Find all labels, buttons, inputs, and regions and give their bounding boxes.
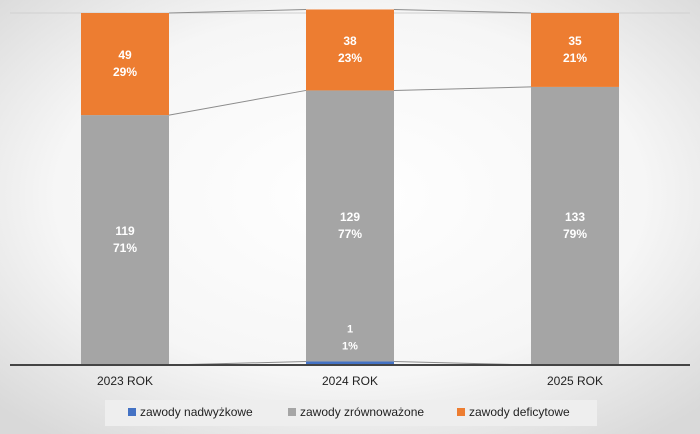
data-label-count: 35 — [568, 34, 582, 48]
legend-label: zawody deficytowe — [469, 405, 570, 419]
bar-segment — [531, 86, 619, 366]
legend-swatch — [288, 408, 296, 416]
data-label-percent: 21% — [563, 51, 587, 65]
bar-segment — [81, 13, 169, 116]
data-label-percent: 23% — [338, 51, 362, 65]
bar-segment — [306, 361, 394, 365]
data-label-count: 38 — [343, 34, 357, 48]
data-label-count: 129 — [340, 210, 360, 224]
data-label-percent: 71% — [113, 241, 137, 255]
series-line — [168, 8, 307, 14]
legend-label: zawody zrównoważone — [300, 405, 424, 419]
x-tick-label: 2023 ROK — [97, 374, 153, 388]
x-tick-label: 2025 ROK — [547, 374, 603, 388]
legend-swatch — [457, 408, 465, 416]
series-line — [168, 89, 307, 116]
data-label-percent: 77% — [338, 227, 362, 241]
legend-swatch — [128, 408, 136, 416]
bar-segment — [306, 9, 394, 91]
data-label-percent: 79% — [563, 227, 587, 241]
bar-segment — [306, 90, 394, 362]
data-label-count: 49 — [118, 48, 132, 62]
data-label-count: 133 — [565, 210, 585, 224]
series-line — [393, 86, 532, 91]
data-label-percent: 1% — [342, 340, 358, 352]
x-tick-label: 2024 ROK — [322, 374, 378, 388]
bar-segment — [81, 115, 169, 365]
data-label-count: 119 — [115, 224, 135, 238]
data-label-percent: 29% — [113, 65, 137, 79]
bar-segment — [531, 13, 619, 87]
legend-label: zawody nadwyżkowe — [140, 405, 253, 419]
data-label-count: 1 — [347, 323, 353, 335]
series-line — [393, 8, 532, 14]
legend-box — [105, 400, 597, 426]
